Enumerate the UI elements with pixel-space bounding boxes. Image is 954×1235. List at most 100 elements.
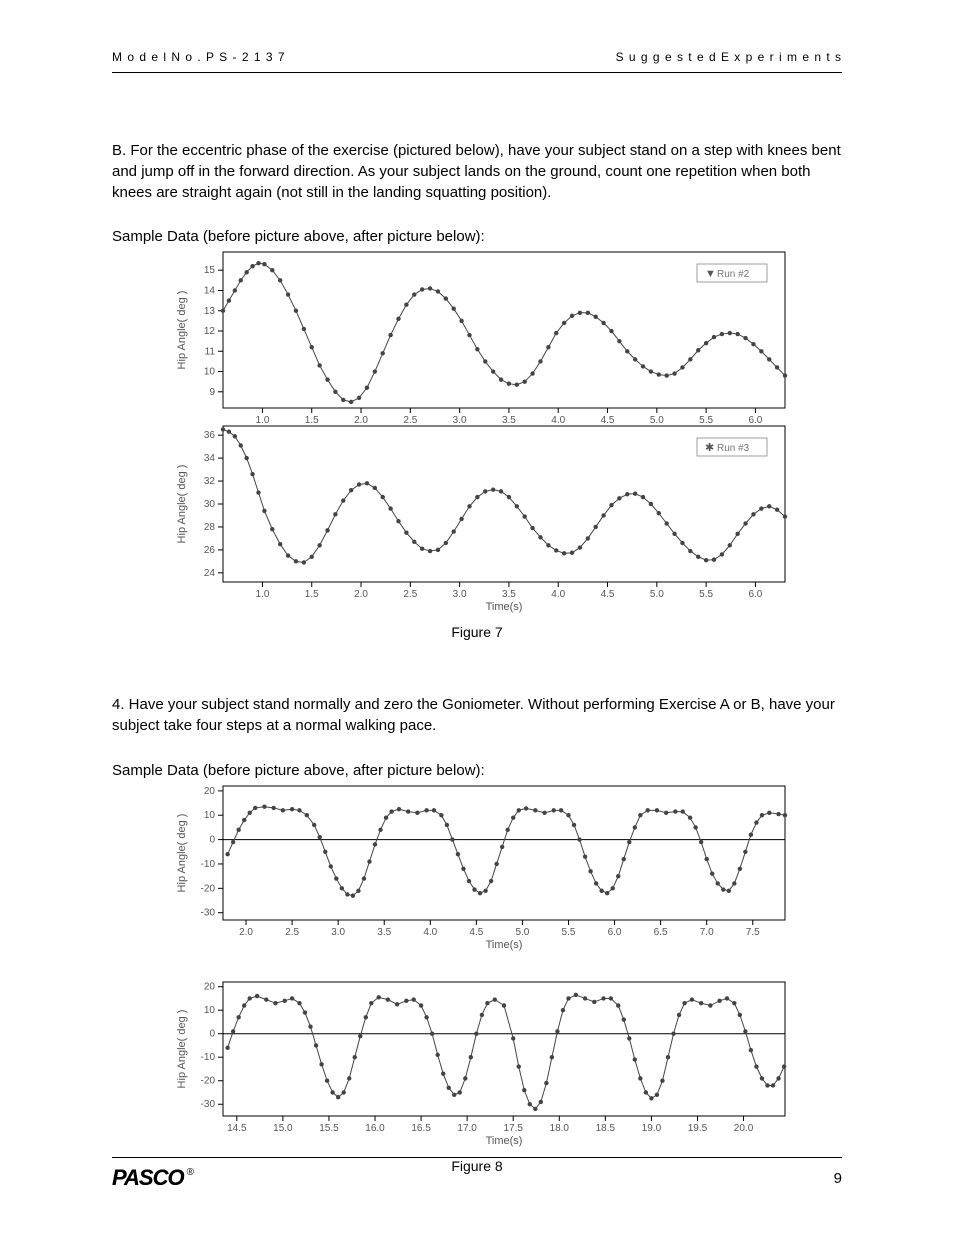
svg-text:2.5: 2.5	[403, 589, 417, 600]
svg-text:24: 24	[204, 568, 216, 579]
svg-text:15: 15	[204, 265, 216, 276]
figure-7-caption: Figure 7	[451, 624, 502, 640]
svg-text:Hip Angle( deg ): Hip Angle( deg )	[176, 814, 188, 893]
svg-text:6.0: 6.0	[748, 415, 762, 426]
svg-text:9: 9	[209, 387, 215, 398]
figure-8: -30 -20 -10 0 10 20 Hip Angle( deg ) 2.0 2.5 3.0 3…	[112, 780, 842, 1174]
svg-text:3.5: 3.5	[502, 589, 516, 600]
svg-text:Hip Angle( deg ): Hip Angle( deg )	[176, 465, 188, 544]
svg-text:Time(s): Time(s)	[486, 939, 523, 951]
svg-text:18.5: 18.5	[596, 1123, 616, 1134]
brand-logo: PASCO ®	[112, 1165, 193, 1191]
svg-text:3.5: 3.5	[377, 927, 391, 938]
svg-text:3.0: 3.0	[453, 415, 467, 426]
svg-text:-20: -20	[201, 1076, 216, 1087]
svg-text:12: 12	[204, 326, 216, 337]
svg-text:15.5: 15.5	[319, 1123, 339, 1134]
svg-text:4.5: 4.5	[601, 415, 615, 426]
svg-text:Run #2: Run #2	[717, 269, 750, 280]
sample-data-1-text: Sample Data (before picture above, after…	[112, 228, 485, 245]
paragraph-step-4-text: 4. Have your subject stand normally and …	[112, 696, 835, 734]
svg-text:✱: ✱	[705, 442, 714, 454]
header-right: S u g g e s t e d E x p e r i m e n t s	[616, 50, 842, 64]
svg-text:-20: -20	[201, 883, 216, 894]
chart-group-2: -30 -20 -10 0 10 20 Hip Angle( deg ) 2.0 2.5 3.0 3…	[157, 780, 797, 1150]
svg-text:19.0: 19.0	[642, 1123, 662, 1134]
svg-text:36: 36	[204, 430, 216, 441]
sample-data-1-intro: Sample Data (before picture above, after…	[112, 226, 842, 247]
svg-text:5.5: 5.5	[699, 415, 713, 426]
page-header: M o d e l N o . P S - 2 1 3 7 S u g g e …	[112, 50, 842, 64]
svg-text:13: 13	[204, 306, 216, 317]
svg-text:-30: -30	[201, 1099, 216, 1110]
svg-text:28: 28	[204, 522, 216, 533]
svg-text:5.5: 5.5	[699, 589, 713, 600]
svg-text:10: 10	[204, 1005, 216, 1016]
svg-text:3.0: 3.0	[331, 927, 345, 938]
svg-text:16.5: 16.5	[411, 1123, 431, 1134]
svg-text:Time(s): Time(s)	[486, 1135, 523, 1147]
svg-text:20: 20	[204, 982, 216, 993]
header-rule	[112, 72, 842, 73]
footer-rule	[112, 1157, 842, 1158]
header-left: M o d e l N o . P S - 2 1 3 7	[112, 50, 286, 64]
svg-text:17.5: 17.5	[503, 1123, 523, 1134]
svg-text:6.0: 6.0	[608, 927, 622, 938]
svg-text:Run #3: Run #3	[717, 443, 750, 454]
svg-text:-10: -10	[201, 859, 216, 870]
svg-text:1.0: 1.0	[255, 589, 269, 600]
svg-text:18.0: 18.0	[550, 1123, 570, 1134]
svg-text:2.0: 2.0	[354, 589, 368, 600]
sample-data-2-intro: Sample Data (before picture above, after…	[112, 760, 842, 781]
svg-text:-30: -30	[201, 908, 216, 919]
svg-text:5.0: 5.0	[515, 927, 529, 938]
svg-text:30: 30	[204, 499, 216, 510]
svg-text:7.0: 7.0	[700, 927, 714, 938]
svg-text:2.5: 2.5	[285, 927, 299, 938]
svg-text:5.0: 5.0	[650, 589, 664, 600]
svg-text:Hip Angle( deg ): Hip Angle( deg )	[176, 1010, 188, 1089]
svg-text:19.5: 19.5	[688, 1123, 708, 1134]
page-number: 9	[834, 1170, 842, 1187]
chart-group-1: 9 10 11 12 13 14 15 Hip Angle( deg ) 1.0 1.5 2.0 2.…	[157, 246, 797, 616]
svg-text:10: 10	[204, 367, 216, 378]
svg-text:3.5: 3.5	[502, 415, 516, 426]
svg-text:14: 14	[204, 285, 216, 296]
svg-text:4.5: 4.5	[469, 927, 483, 938]
svg-text:32: 32	[204, 476, 216, 487]
svg-text:4.5: 4.5	[601, 589, 615, 600]
svg-text:17.0: 17.0	[457, 1123, 477, 1134]
svg-text:2.0: 2.0	[239, 927, 253, 938]
svg-text:14.5: 14.5	[227, 1123, 247, 1134]
svg-text:Time(s): Time(s)	[486, 601, 523, 613]
svg-text:10: 10	[204, 810, 216, 821]
paragraph-exercise-b: B. For the eccentric phase of the exerci…	[112, 140, 842, 203]
svg-text:26: 26	[204, 545, 216, 556]
svg-text:6.0: 6.0	[748, 589, 762, 600]
svg-text:1.5: 1.5	[305, 589, 319, 600]
figure-7: 9 10 11 12 13 14 15 Hip Angle( deg ) 1.0 1.5 2.0 2.…	[112, 246, 842, 640]
svg-text:0: 0	[209, 835, 215, 846]
brand-text: PASCO	[112, 1165, 184, 1191]
svg-text:5.0: 5.0	[650, 415, 664, 426]
svg-text:6.5: 6.5	[654, 927, 668, 938]
svg-text:1.0: 1.0	[255, 415, 269, 426]
svg-text:1.5: 1.5	[305, 415, 319, 426]
svg-text:20.0: 20.0	[734, 1123, 754, 1134]
svg-text:7.5: 7.5	[746, 927, 760, 938]
registered-icon: ®	[187, 1167, 193, 1178]
svg-text:4.0: 4.0	[423, 927, 437, 938]
svg-text:4.0: 4.0	[551, 589, 565, 600]
svg-text:16.0: 16.0	[365, 1123, 385, 1134]
paragraph-step-4: 4. Have your subject stand normally and …	[112, 694, 842, 736]
page-footer: PASCO ® 9	[112, 1157, 842, 1193]
svg-text:34: 34	[204, 453, 216, 464]
svg-text:2.5: 2.5	[403, 415, 417, 426]
svg-text:20: 20	[204, 786, 216, 797]
svg-text:Hip Angle( deg ): Hip Angle( deg )	[176, 291, 188, 370]
svg-text:4.0: 4.0	[551, 415, 565, 426]
svg-text:11: 11	[205, 346, 216, 357]
svg-text:-10: -10	[201, 1052, 216, 1063]
svg-text:15.0: 15.0	[273, 1123, 293, 1134]
svg-text:2.0: 2.0	[354, 415, 368, 426]
